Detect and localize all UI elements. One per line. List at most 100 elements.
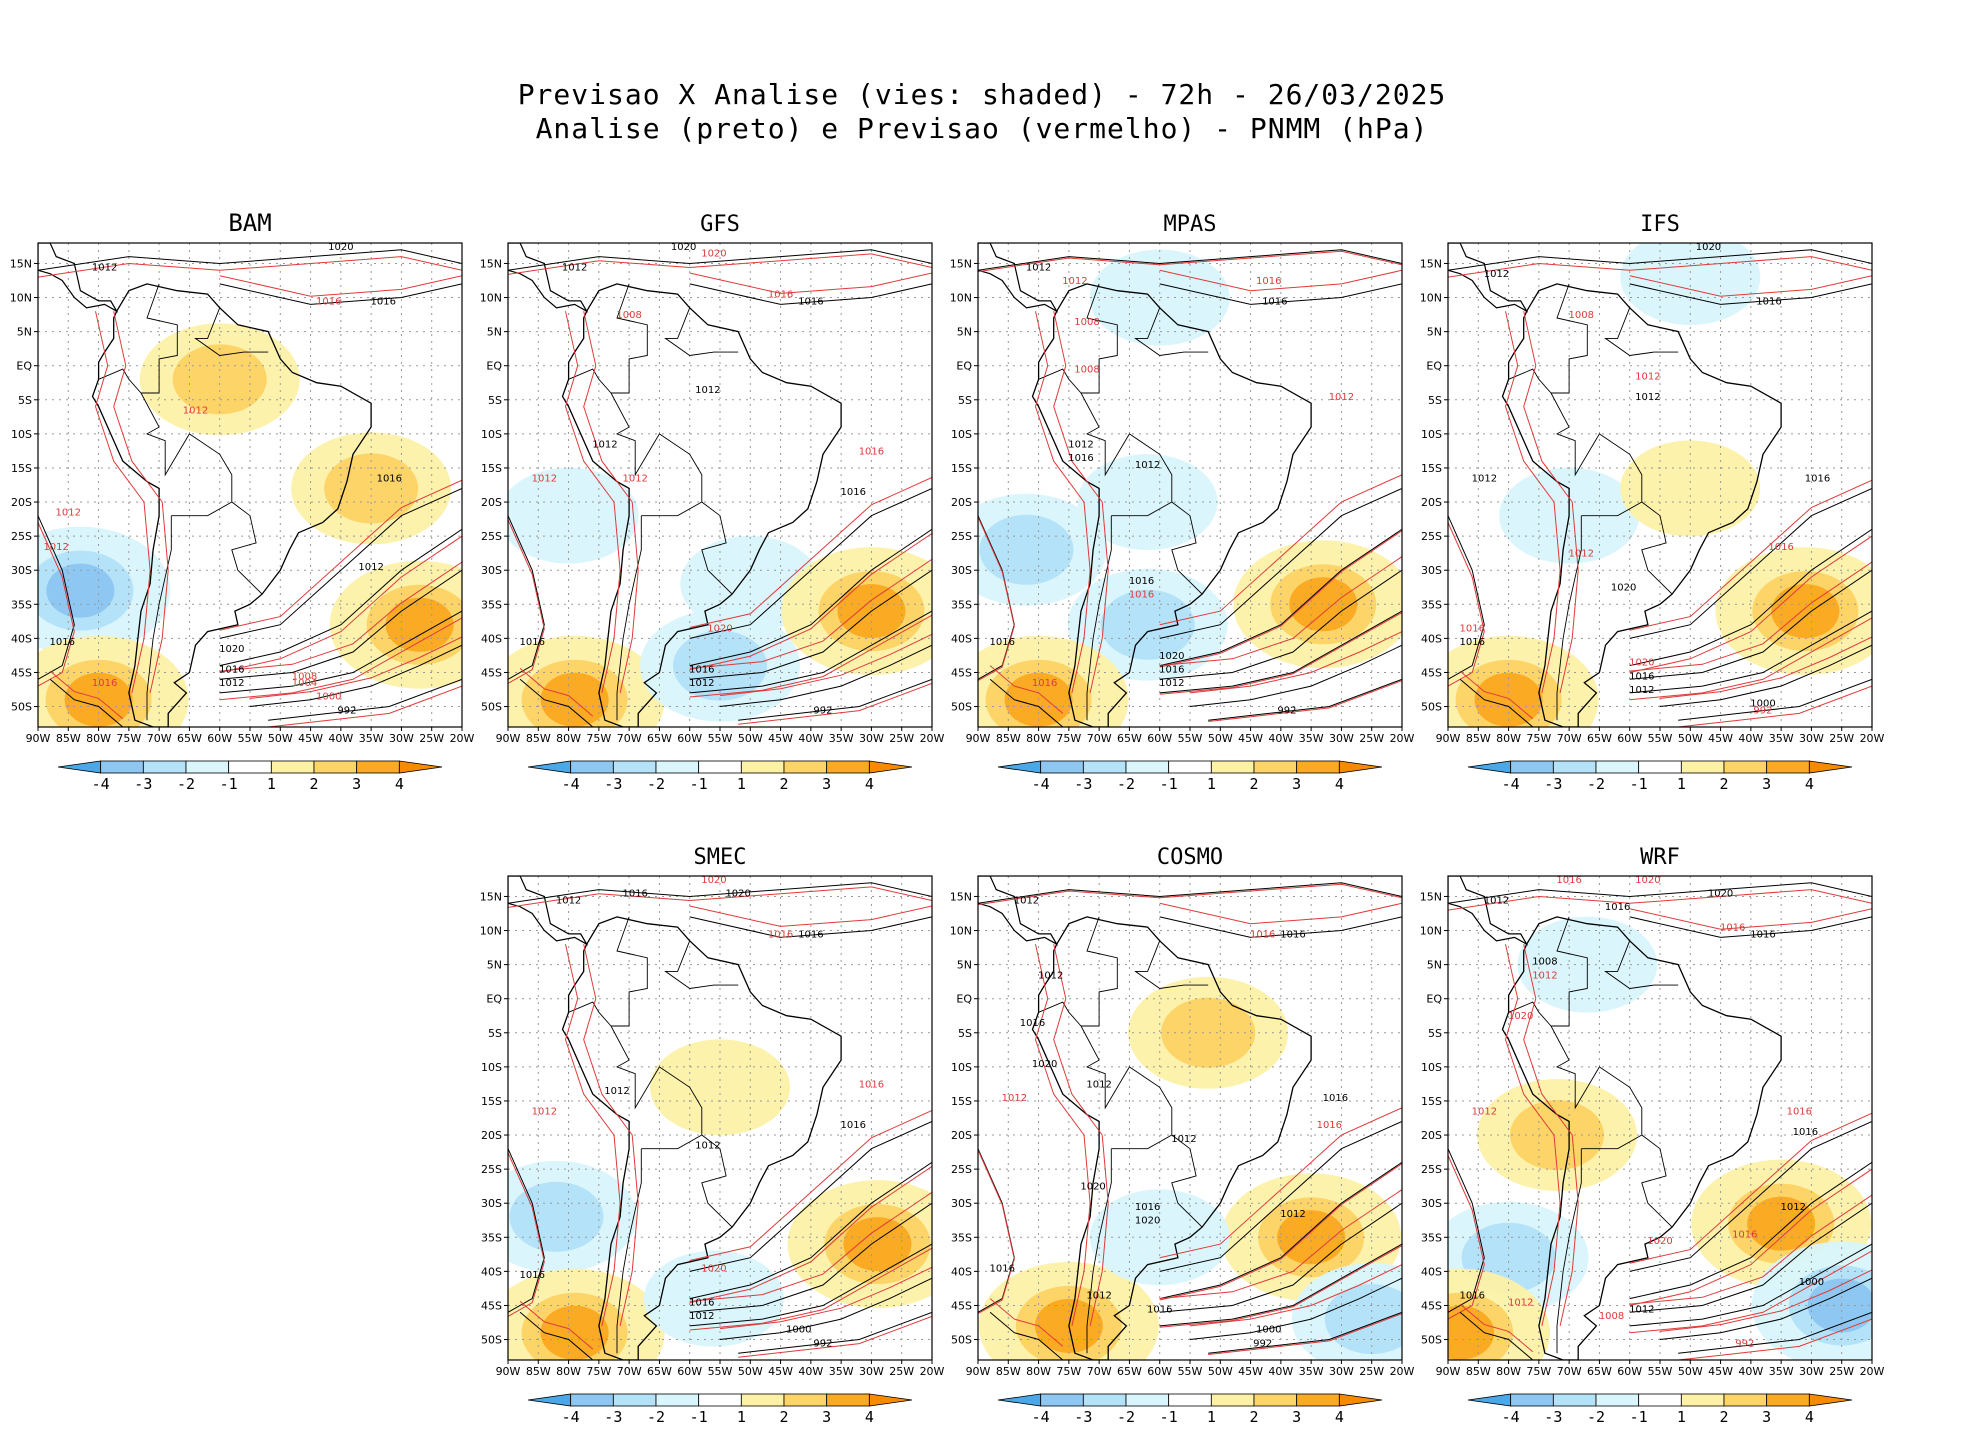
country-border	[1641, 501, 1673, 595]
colorbar-segment	[570, 760, 614, 774]
isobar-forecast	[249, 636, 462, 699]
x-tick-label: 45W	[1708, 732, 1733, 745]
colorbar-segment	[868, 1393, 913, 1407]
contour-label-forecast: 1016	[1317, 1120, 1342, 1131]
contour-label-analysis: 1020	[1032, 1059, 1057, 1070]
y-tick-label: 40S	[481, 632, 502, 645]
x-tick-label: 45W	[1708, 1365, 1733, 1378]
country-border	[701, 501, 733, 595]
x-tick-label: 85W	[1466, 1365, 1491, 1378]
country-border	[1134, 307, 1209, 356]
x-tick-label: 30W	[859, 1365, 884, 1378]
contour-label-analysis: 1016	[1460, 1291, 1485, 1302]
x-tick-label: 85W	[56, 732, 81, 745]
colorbar-segment	[1808, 1393, 1853, 1407]
figure-title-line-1: Previsao X Analise (vies: shaded) - 72h …	[517, 78, 1447, 111]
x-tick-label: 80W	[1026, 1365, 1051, 1378]
plot-area: 1012 1012 1016 1016 1008 1008 1012 1012 1016 1012…	[978, 243, 1402, 727]
y-tick-label: 5S	[1428, 1027, 1442, 1040]
y-tick-label: 10N	[10, 292, 32, 305]
x-tick-label: 85W	[526, 732, 551, 745]
x-tick-label: 70W	[1557, 1365, 1582, 1378]
isobar-analysis	[1629, 283, 1872, 305]
colorbar-segment	[1595, 1393, 1640, 1407]
colorbar-label: -3	[1544, 1408, 1562, 1426]
x-tick-label: 45W	[298, 732, 323, 745]
contour-label-analysis: 1020	[725, 888, 750, 899]
colorbar-label: -1	[690, 775, 708, 793]
colorbar-label: 3	[1292, 775, 1301, 793]
contour-label-forecast: 1020	[701, 249, 726, 260]
coastline	[38, 243, 119, 313]
x-tick-label: 45W	[1238, 1365, 1263, 1378]
isobar-forecast	[978, 516, 1015, 682]
colorbar: -4 -3 -2 -1 1 2 3 4	[1467, 760, 1853, 793]
x-tick-label: 30W	[1329, 732, 1354, 745]
isobar-forecast	[1159, 1163, 1402, 1301]
x-tick-label: 45W	[768, 732, 793, 745]
x-tick-label: 50W	[1208, 1365, 1233, 1378]
x-tick-label: 40W	[1268, 732, 1293, 745]
country-border	[664, 940, 739, 989]
isobar-forecast	[738, 682, 932, 725]
isobar-forecast	[689, 905, 932, 927]
y-tick-label: 35S	[481, 1231, 502, 1244]
isobar-analysis	[1448, 882, 1872, 904]
isobar-forecast	[1659, 1269, 1872, 1332]
y-tick-label: 30S	[951, 564, 972, 577]
contour-label-analysis: 1020	[1135, 1216, 1160, 1227]
y-tick-label: 45S	[481, 1299, 502, 1312]
colorbar-segment	[570, 1393, 614, 1407]
contour-label-analysis: 1016	[520, 1270, 545, 1281]
contour-label-forecast: 1008	[1074, 365, 1099, 376]
x-tick-label: 45W	[768, 1365, 793, 1378]
contour-label-analysis: 1012	[689, 678, 714, 689]
isobar-forecast	[1448, 889, 1872, 911]
colorbar-segment	[1552, 760, 1597, 774]
x-tick-label: 55W	[1648, 1365, 1673, 1378]
colorbar-segment	[1296, 760, 1340, 774]
x-tick-label: 40W	[328, 732, 353, 745]
contour-label-forecast: 1012	[1329, 392, 1354, 403]
colorbar-label: 1	[267, 775, 276, 793]
x-tick-label: 90W	[966, 1365, 991, 1378]
y-tick-label: 30S	[481, 564, 502, 577]
isobar-forecast	[1159, 1189, 1402, 1300]
x-tick-label: 90W	[26, 732, 51, 745]
x-tick-label: 90W	[496, 1365, 521, 1378]
isobar-analysis	[508, 882, 932, 904]
x-tick-label: 75W	[1056, 732, 1081, 745]
y-tick-label: 35S	[951, 598, 972, 611]
isobar-forecast	[1629, 1168, 1872, 1306]
contour-label-analysis: 1012	[1484, 895, 1509, 906]
isobar-forecast	[689, 1165, 932, 1304]
contour-label-analysis: 992	[813, 705, 832, 716]
y-tick-label: 15S	[1421, 1095, 1442, 1108]
colorbar-segment	[1338, 760, 1383, 774]
bias-region	[1324, 1284, 1402, 1355]
contour-label-forecast: 1012	[1002, 1093, 1027, 1104]
x-tick-label: 85W	[996, 732, 1021, 745]
isobar-analysis	[978, 882, 1402, 904]
x-tick-label: 20W	[920, 732, 945, 745]
contour-label-analysis: 1012	[1280, 1209, 1305, 1220]
coastline	[1031, 916, 1312, 1360]
y-tick-label: 25S	[1421, 1163, 1442, 1176]
isobar-forecast	[689, 558, 932, 669]
y-tick-label: 15S	[11, 462, 32, 475]
isobar-forecast	[1459, 670, 1534, 720]
y-tick-label: 15S	[481, 462, 502, 475]
contour-label-forecast: 1008	[616, 310, 641, 321]
contour-label-forecast: 1012	[622, 474, 647, 485]
colorbar-segment	[826, 760, 870, 774]
country-border	[568, 368, 612, 394]
isobar-analysis	[689, 1161, 932, 1300]
country-border	[611, 916, 648, 1027]
panel-title: SMEC	[694, 845, 747, 870]
contour-label-analysis: 1016	[798, 296, 823, 307]
contour-label-forecast: 1012	[56, 508, 81, 519]
isobar-analysis	[1459, 1311, 1534, 1360]
isobar-analysis	[689, 1120, 932, 1272]
isobar-forecast	[689, 614, 932, 698]
isobar-forecast	[1629, 561, 1872, 672]
